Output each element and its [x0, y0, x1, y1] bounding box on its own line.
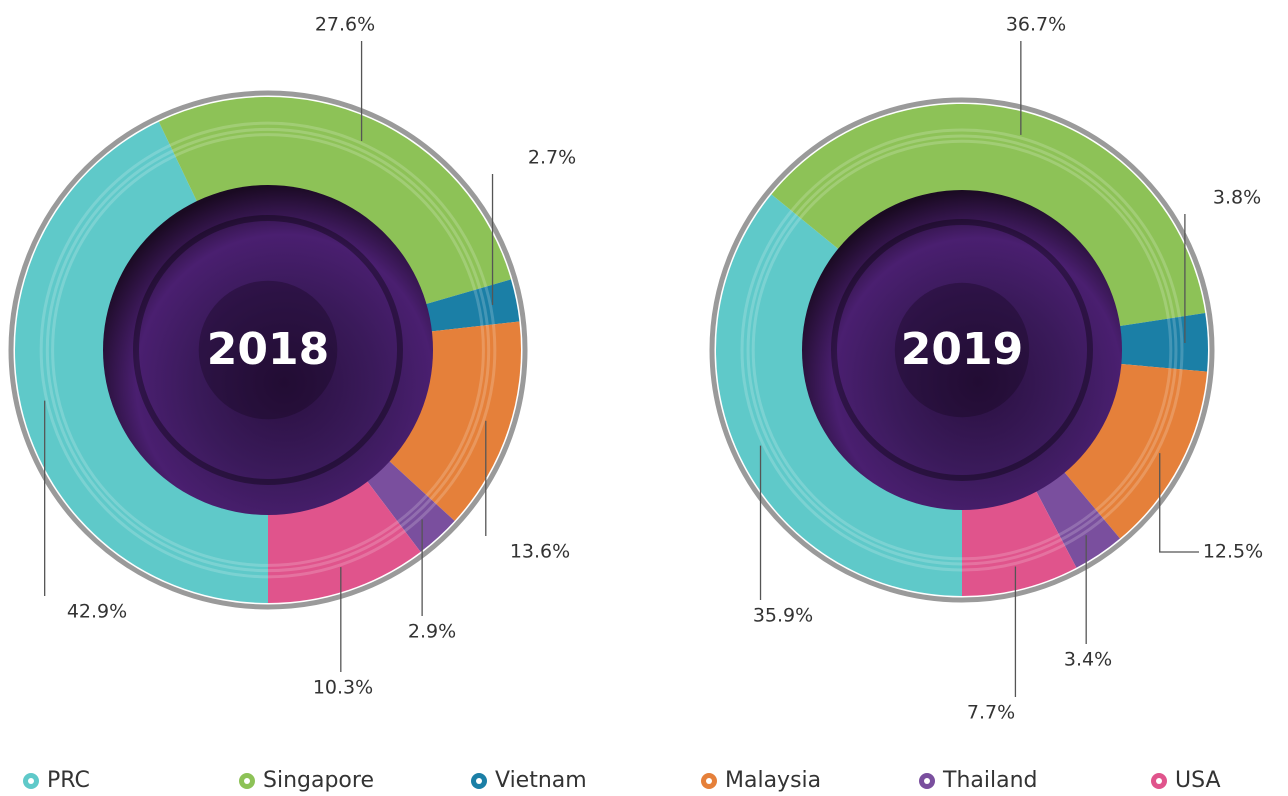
legend-item: Singapore [239, 768, 374, 793]
data-label: 7.7% [967, 702, 1015, 724]
legend-label: Vietnam [495, 768, 587, 793]
legend-icon-center [476, 778, 482, 784]
legend-item: PRC [23, 768, 90, 793]
legend-item: Malaysia [701, 768, 821, 793]
chart-title: 2018 [207, 324, 329, 375]
data-label: 12.5% [1203, 541, 1263, 563]
legend-icon-center [28, 778, 34, 784]
legend-icon-center [1156, 778, 1162, 784]
page: 42.9% 27.6% 2.7% 13.6% 2.9% 10.3% 2018 35.9% 36.… [0, 0, 1288, 796]
legend-icon-center [924, 778, 930, 784]
legend-label: USA [1175, 768, 1221, 793]
data-label: 2.9% [408, 621, 456, 643]
legend-label: Malaysia [725, 768, 821, 793]
legend-label: Singapore [263, 768, 374, 793]
chart-title: 2019 [901, 324, 1023, 375]
data-label: 35.9% [753, 605, 813, 627]
data-label: 10.3% [313, 677, 373, 699]
data-label: 36.7% [1006, 14, 1066, 36]
data-label: 2.7% [528, 147, 576, 169]
legend-icon-center [706, 778, 712, 784]
legend-item: Vietnam [471, 768, 587, 793]
legend-item: USA [1151, 768, 1221, 793]
legend-label: Thailand [942, 768, 1037, 793]
data-label: 3.4% [1064, 649, 1112, 671]
data-label: 27.6% [315, 14, 375, 36]
data-label: 13.6% [510, 541, 570, 563]
data-label: 42.9% [67, 601, 127, 623]
legend-item: Thailand [919, 768, 1037, 793]
legend-icon-center [244, 778, 250, 784]
data-label: 3.8% [1213, 187, 1261, 209]
legend-label: PRC [47, 768, 90, 793]
